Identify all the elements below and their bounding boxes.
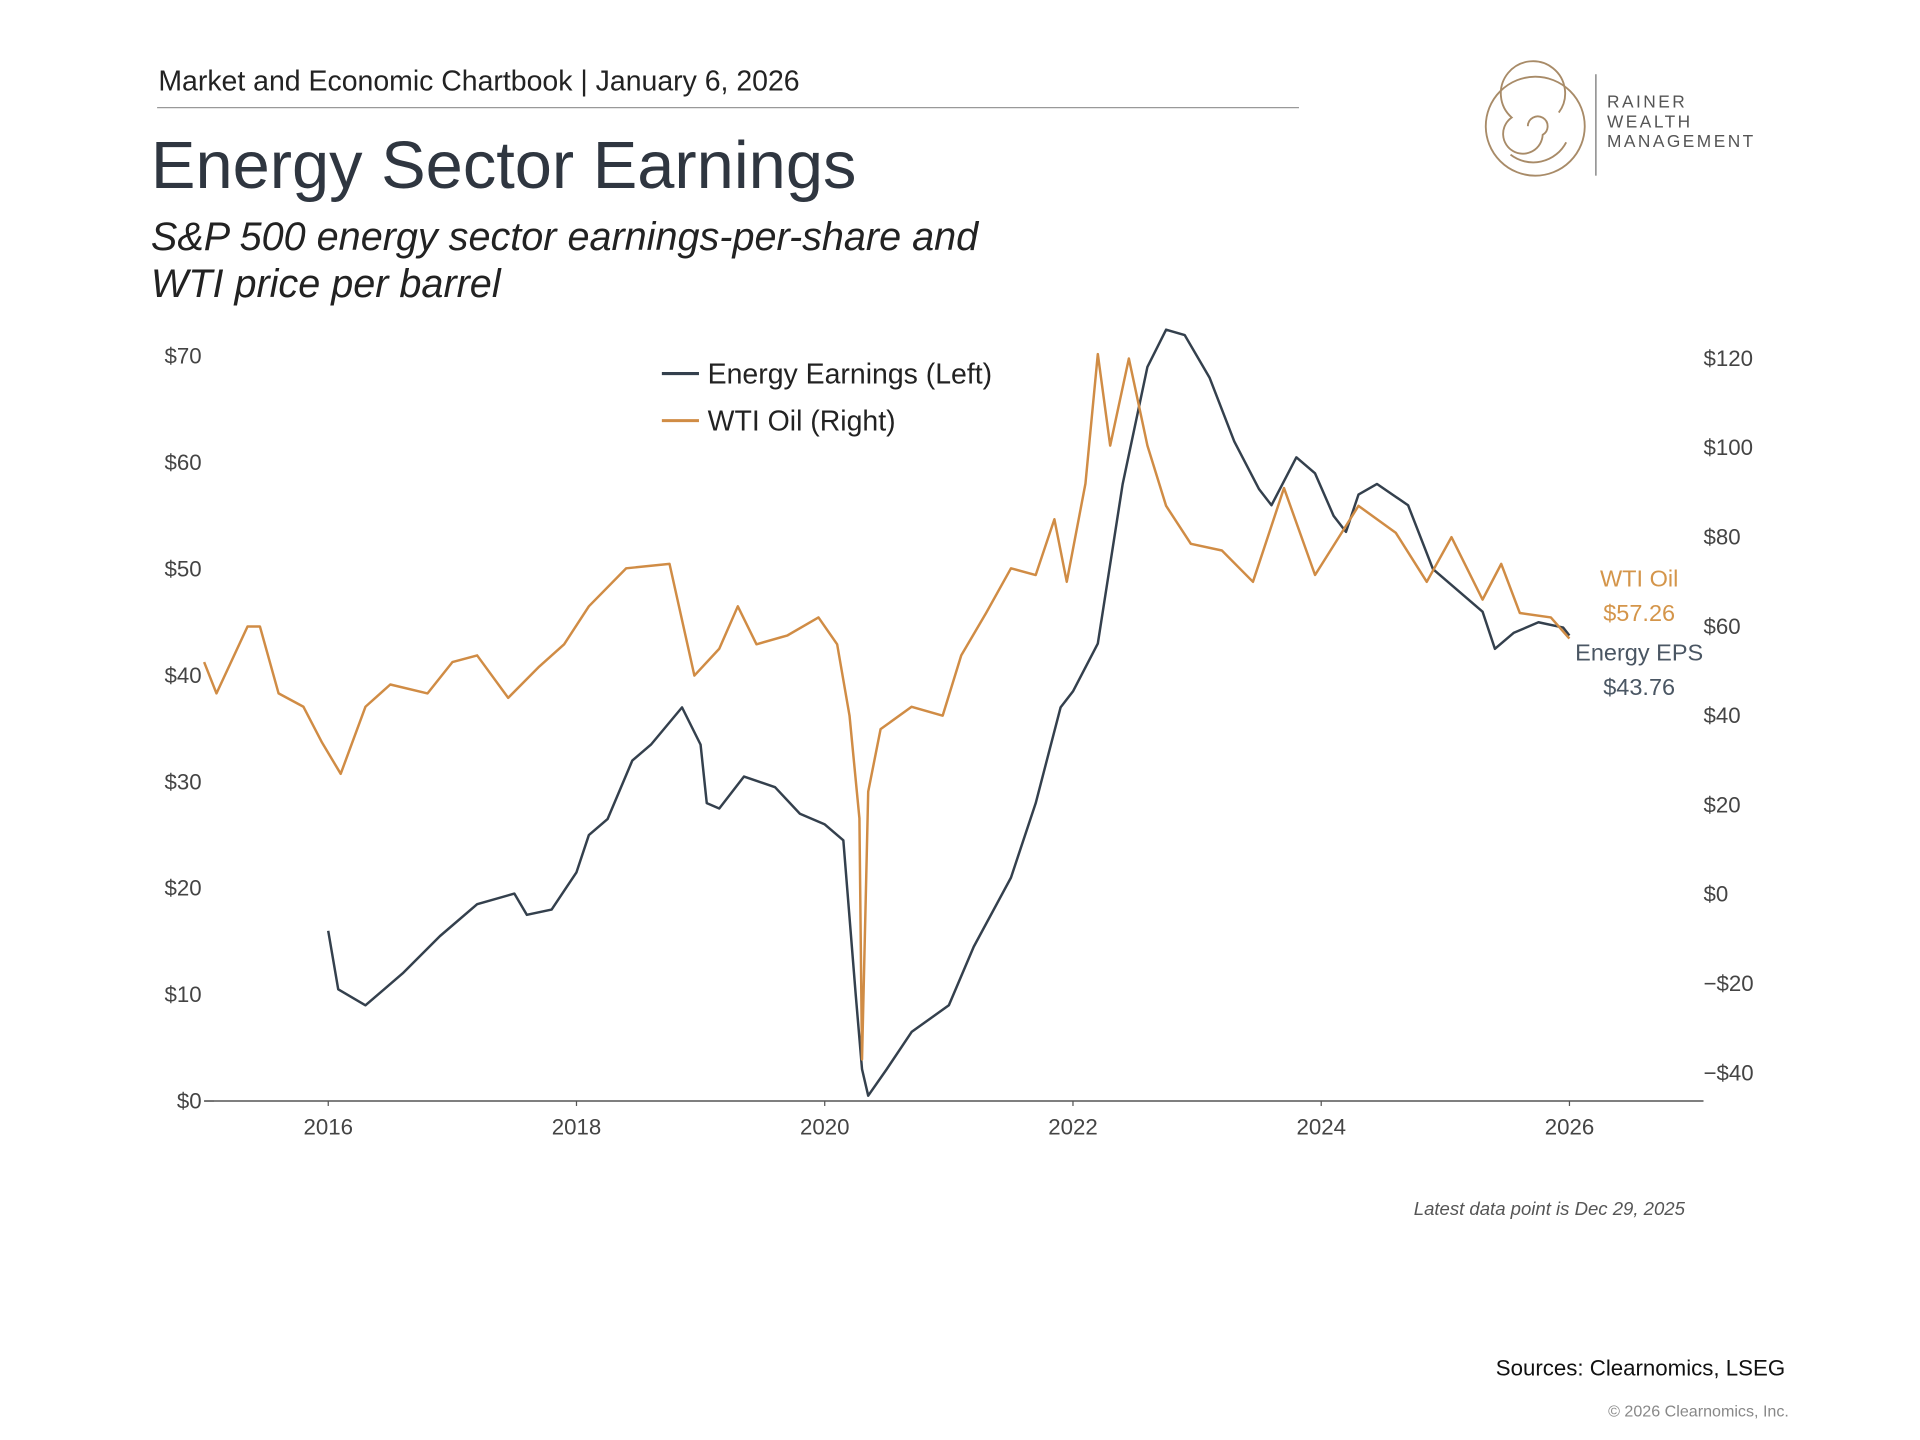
- y2-tick-label: −$20: [1704, 971, 1754, 996]
- logo-text: WEALTH: [1607, 111, 1693, 131]
- logo: [1484, 60, 1586, 177]
- legend-label: WTI Oil (Right): [708, 406, 896, 438]
- x-tick-label: 2018: [552, 1114, 602, 1139]
- note: Latest data point is Dec 29, 2025: [1414, 1198, 1686, 1219]
- y-tick-label: $0: [177, 1088, 202, 1113]
- annotation: Energy EPS: [1575, 640, 1703, 666]
- logo-text: RAINER: [1607, 92, 1687, 112]
- x-tick-label: 2022: [1048, 1114, 1098, 1139]
- y-tick-label: $70: [165, 344, 202, 369]
- chart-title: Energy Sector Earnings: [151, 129, 856, 203]
- legend-label: Energy Earnings (Left): [708, 359, 993, 391]
- x-tick-label: 2020: [800, 1114, 850, 1139]
- y-tick-label: $10: [165, 982, 202, 1007]
- y2-tick-label: $20: [1704, 792, 1741, 817]
- y-tick-label: $40: [165, 663, 202, 688]
- x-tick-label: 2024: [1296, 1114, 1345, 1139]
- y-tick-label: $20: [165, 876, 202, 901]
- chart-subtitle: S&P 500 energy sector earnings-per-share…: [151, 215, 980, 259]
- annotation: WTI Oil: [1600, 565, 1678, 591]
- y2-tick-label: −$40: [1704, 1060, 1754, 1085]
- annotation: $43.76: [1603, 674, 1675, 700]
- series-line: [326, 328, 1571, 1097]
- logo-text: MANAGEMENT: [1607, 131, 1756, 151]
- y2-tick-label: $0: [1704, 882, 1729, 907]
- annotation: $57.26: [1603, 600, 1675, 626]
- x-tick-label: 2016: [303, 1114, 353, 1139]
- chart-subtitle: WTI price per barrel: [151, 262, 502, 306]
- y-tick-label: $50: [165, 556, 202, 581]
- x-tick-label: 2026: [1545, 1114, 1594, 1139]
- y-tick-label: $60: [165, 450, 202, 475]
- y-tick-label: $30: [165, 769, 202, 794]
- y2-tick-label: $40: [1704, 703, 1741, 728]
- y2-tick-label: $80: [1704, 525, 1741, 550]
- series-line: [202, 352, 1571, 1061]
- y2-tick-label: $120: [1704, 346, 1754, 371]
- y2-tick-label: $100: [1704, 435, 1754, 460]
- sources: Sources: Clearnomics, LSEG: [1496, 1356, 1785, 1381]
- copyright: © 2026 Clearnomics, Inc.: [1608, 1402, 1789, 1420]
- header: Market and Economic Chartbook | January …: [158, 65, 799, 97]
- y2-tick-label: $60: [1704, 614, 1741, 639]
